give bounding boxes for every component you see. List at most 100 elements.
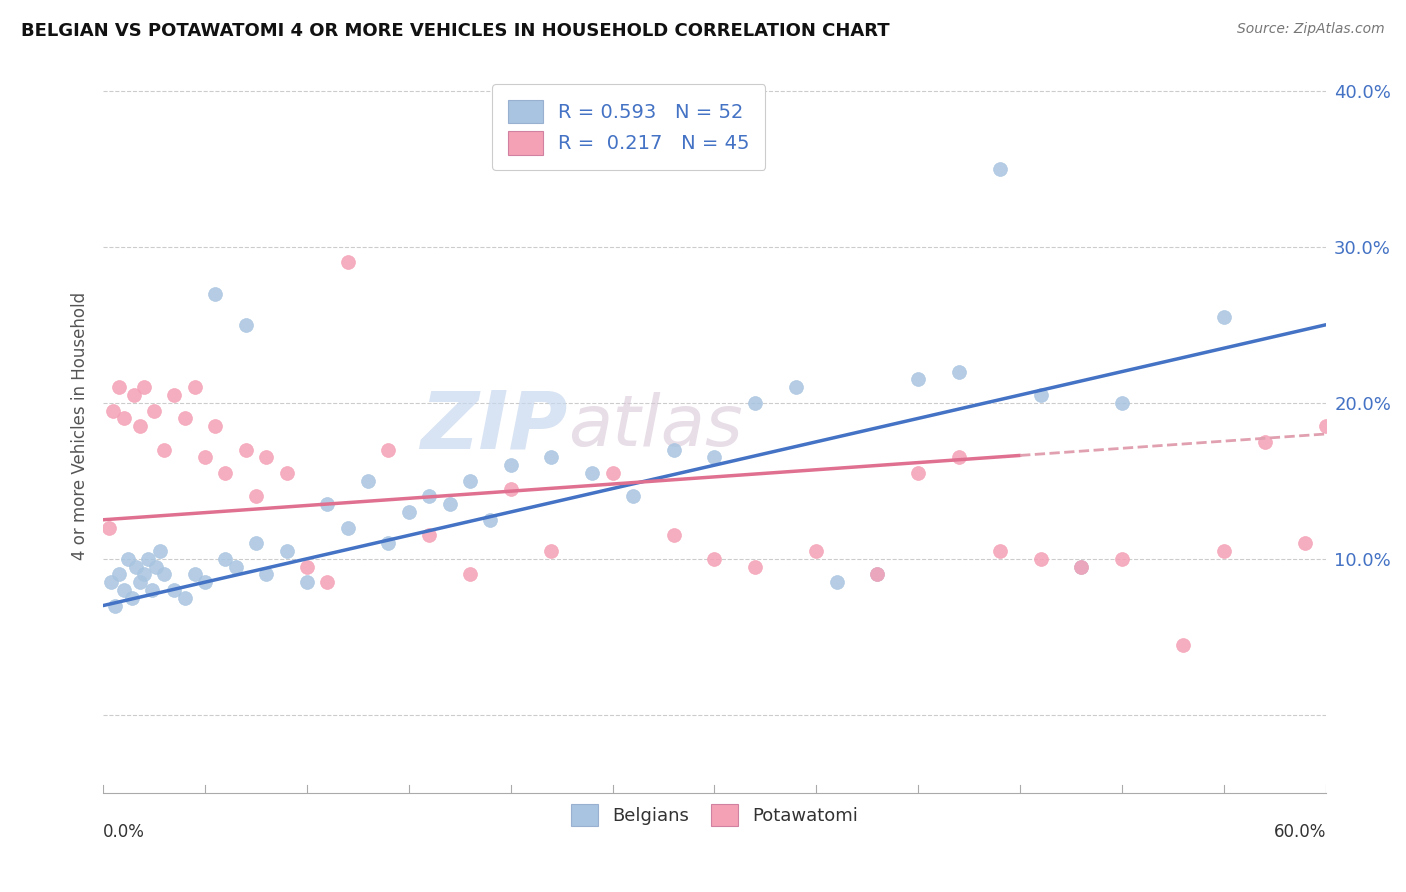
Point [703, 551, 725, 566]
Point [194, 450, 217, 465]
Point [1171, 638, 1194, 652]
Point [254, 567, 277, 582]
Point [125, 559, 148, 574]
Point [948, 450, 970, 465]
Point [703, 450, 725, 465]
Point [153, 442, 176, 457]
Point [235, 442, 257, 457]
Text: BELGIAN VS POTAWATOMI 4 OR MORE VEHICLES IN HOUSEHOLD CORRELATION CHART: BELGIAN VS POTAWATOMI 4 OR MORE VEHICLES… [21, 22, 890, 40]
Point [377, 442, 399, 457]
Point [149, 544, 172, 558]
Legend: Belgians, Potawatomi: Belgians, Potawatomi [558, 791, 870, 838]
Point [214, 466, 236, 480]
Point [336, 255, 359, 269]
Point [132, 567, 155, 582]
Point [662, 528, 685, 542]
Point [1029, 388, 1052, 402]
Point [988, 161, 1011, 176]
Point [136, 551, 159, 566]
Point [458, 567, 481, 582]
Text: atlas: atlas [568, 392, 742, 460]
Text: ZIP: ZIP [420, 387, 568, 466]
Point [204, 286, 226, 301]
Point [1070, 559, 1092, 574]
Point [163, 388, 186, 402]
Point [825, 575, 848, 590]
Point [1111, 551, 1133, 566]
Point [141, 582, 163, 597]
Point [108, 567, 131, 582]
Point [621, 489, 644, 503]
Text: 60.0%: 60.0% [1274, 823, 1326, 841]
Point [214, 551, 236, 566]
Point [377, 536, 399, 550]
Point [398, 505, 420, 519]
Point [1212, 544, 1234, 558]
Point [499, 458, 522, 473]
Point [785, 380, 807, 394]
Point [540, 544, 562, 558]
Point [336, 520, 359, 534]
Point [245, 536, 267, 550]
Point [121, 591, 143, 605]
Point [194, 575, 217, 590]
Point [295, 575, 318, 590]
Point [204, 419, 226, 434]
Point [1029, 551, 1052, 566]
Point [1294, 536, 1316, 550]
Point [439, 497, 461, 511]
Point [1253, 434, 1275, 449]
Point [112, 582, 135, 597]
Point [418, 528, 440, 542]
Point [316, 575, 339, 590]
Point [540, 450, 562, 465]
Point [806, 544, 828, 558]
Point [245, 489, 267, 503]
Point [235, 318, 257, 332]
Point [418, 489, 440, 503]
Point [132, 380, 155, 394]
Point [184, 380, 207, 394]
Point [499, 482, 522, 496]
Point [117, 551, 139, 566]
Point [295, 559, 318, 574]
Point [744, 559, 766, 574]
Point [104, 599, 127, 613]
Text: Source: ZipAtlas.com: Source: ZipAtlas.com [1237, 22, 1385, 37]
Point [163, 582, 186, 597]
Point [145, 559, 167, 574]
Point [276, 544, 298, 558]
Point [143, 403, 166, 417]
Point [108, 380, 131, 394]
Point [276, 466, 298, 480]
Point [112, 411, 135, 425]
Point [184, 567, 207, 582]
Point [1111, 396, 1133, 410]
Point [128, 419, 150, 434]
Point [357, 474, 380, 488]
Point [662, 442, 685, 457]
Point [98, 520, 121, 534]
Point [100, 575, 122, 590]
Point [1070, 559, 1092, 574]
Point [907, 372, 929, 386]
Point [1334, 411, 1357, 425]
Point [948, 365, 970, 379]
Point [866, 567, 889, 582]
Y-axis label: 4 or more Vehicles in Household: 4 or more Vehicles in Household [72, 292, 89, 560]
Point [1212, 310, 1234, 324]
Point [602, 466, 624, 480]
Point [122, 388, 145, 402]
Point [907, 466, 929, 480]
Point [866, 567, 889, 582]
Point [128, 575, 150, 590]
Point [153, 567, 176, 582]
Point [254, 450, 277, 465]
Point [173, 591, 195, 605]
Point [458, 474, 481, 488]
Point [479, 513, 502, 527]
Text: 0.0%: 0.0% [103, 823, 145, 841]
Point [173, 411, 195, 425]
Point [1315, 419, 1337, 434]
Point [988, 544, 1011, 558]
